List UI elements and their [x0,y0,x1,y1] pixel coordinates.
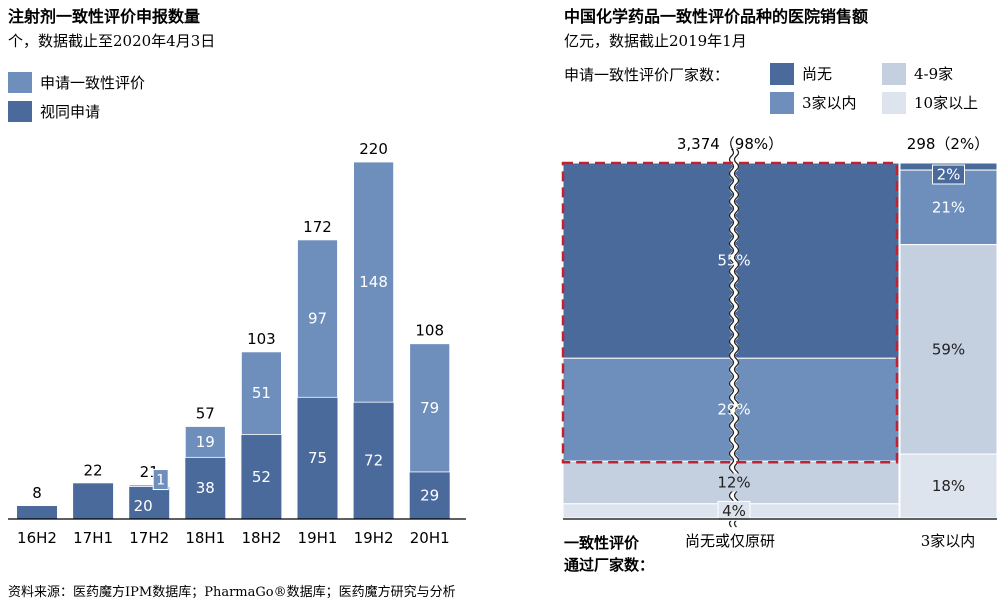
right-legend-title: 申请一致性评价厂家数： [564,66,729,84]
right-legend: 申请一致性评价厂家数： 尚无 4-9家 3家以内 10家以上 [564,63,978,114]
right-x-axis-title-line2: 通过厂家数： [564,556,654,574]
mekko-label-1-1: 21% [932,198,965,216]
legend-label-within-3: 3家以内 [802,94,857,112]
left-chart-title: 注射剂一致性评价申报数量 [8,7,200,26]
x-tick-19H2: 19H2 [354,529,394,547]
bar-equivalent-label-19H2: 72 [364,452,383,470]
legend-label-apply: 申请一致性评价 [40,74,145,92]
bar-total-18H2: 103 [247,330,276,348]
bar-total-20H1: 108 [415,322,444,340]
bar-apply-19H1 [297,239,338,398]
legend-label-none: 尚无 [802,65,832,83]
mekko-break-mask [729,146,739,530]
legend-swatch-10-plus [882,92,906,114]
x-tick-18H1: 18H1 [185,529,225,547]
legend-label-10-plus: 10家以上 [914,94,978,112]
bar-equivalent-label-17H2: 20 [134,497,153,515]
x-tick-17H1: 17H1 [73,529,113,547]
bar-equivalent-18H2 [241,434,282,519]
mekko-label-1-0: 2% [937,166,961,184]
right-chart-title: 中国化学药品一致性评价品种的医院销售额 [564,7,868,26]
bar-apply-label-18H2: 51 [252,384,271,402]
legend-swatch-within-3 [770,92,794,114]
legend-label-4-9: 4-9家 [914,65,953,83]
bar-apply-18H1 [184,426,226,458]
mekko-label-1-2: 59% [932,340,965,358]
bar-apply-20H1 [409,343,451,473]
bar-equivalent-label-20H1: 29 [420,486,439,504]
bar-equivalent-18H1 [185,457,226,519]
bar-apply-label-18H1: 19 [196,433,215,451]
bar-total-19H1: 172 [303,218,332,236]
mekko-highlight-box [561,161,899,464]
left-chart-subtitle: 个，数据截止至2020年4月3日 [8,32,215,50]
right-chart: 中国化学药品一致性评价品种的医院销售额 亿元，数据截止2019年1月 申请一致性… [561,7,998,574]
mekko-label-0-1: 29% [717,401,750,419]
bar-apply-19H2 [353,161,395,403]
legend-swatch-apply [8,72,32,93]
right-chart-subtitle: 亿元，数据截止2019年1月 [564,32,747,50]
legend-swatch-equivalent [8,101,32,122]
legend-label-equivalent: 视同申请 [40,103,100,121]
bar-equivalent-label-18H1: 38 [196,479,215,497]
mekko-break-line-a [728,148,735,528]
mekko-label-bg-0-2 [719,473,749,492]
left-x-ticks: 16H2 17H1 17H2 18H1 18H2 19H1 19H2 20H1 [17,529,450,547]
mekko-callout-1-0 [932,164,965,185]
x-tick-16H2: 16H2 [17,529,57,547]
mekko-seg-1-2 [899,244,998,455]
mekko-label-0-2: 12% [717,474,750,492]
bar-equivalent-label-19H1: 75 [308,449,327,467]
left-chart: 注射剂一致性评价申报数量 个，数据截止至2020年4月3日 申请一致性评价 视同… [8,7,466,547]
bar-equivalent-17H1 [73,483,114,519]
left-bars: 822 2120157381910352511727597220721481082… [17,140,451,519]
right-x-label-left: 尚无或仅原研 [685,532,775,550]
bar-apply-label-19H2: 148 [359,273,388,291]
x-tick-17H2: 17H2 [129,529,169,547]
mekko-label-0-3: 4% [722,502,746,520]
bar-apply-18H2 [240,351,282,436]
bar-equivalent-16H2 [17,506,57,519]
right-x-label-right: 3家以内 [921,532,976,550]
legend-swatch-4-9 [882,63,906,85]
bar-total-19H2: 220 [359,140,388,158]
bar-apply-callout-17H2 [152,469,169,491]
x-tick-19H1: 19H1 [298,529,338,547]
mekko-seg-1-3 [899,453,998,519]
mekko-label-1-3: 18% [932,477,965,495]
mekko-body: 55% 29% 12% 4% 2% 21% 59% 18% [561,146,998,530]
bar-apply-label-20H1: 79 [420,399,439,417]
bar-equivalent-19H1 [297,397,338,519]
mekko-callout-0-3 [717,500,751,521]
bar-equivalent-label-18H2: 52 [252,468,271,486]
bar-equivalent-20H1 [409,471,450,519]
bar-equivalent-17H2 [129,486,170,519]
left-legend: 申请一致性评价 视同申请 [8,72,145,122]
legend-swatch-none [770,63,794,85]
bar-total-18H1: 57 [196,405,215,423]
right-x-axis-title-line1: 一致性评价 [564,534,640,552]
bar-total-17H1: 22 [84,461,103,479]
bar-apply-label-17H2: 1 [156,473,165,489]
x-tick-18H2: 18H2 [241,529,281,547]
bar-apply-17H2 [128,484,170,487]
bar-total-16H2: 8 [32,484,42,502]
column-header-right: 298（2%） [907,135,989,153]
footer-source: 资料来源：医药魔方IPM数据库；PharmaGo®数据库；医药魔方研究与分析 [8,584,456,600]
bar-equivalent-19H2 [353,402,394,519]
mekko-label-0-0: 55% [717,252,750,270]
column-header-left: 3,374（98%） [677,135,783,153]
bar-apply-label-19H1: 97 [308,310,327,328]
mekko-break-line-b [733,148,740,528]
x-tick-20H1: 20H1 [410,529,450,547]
